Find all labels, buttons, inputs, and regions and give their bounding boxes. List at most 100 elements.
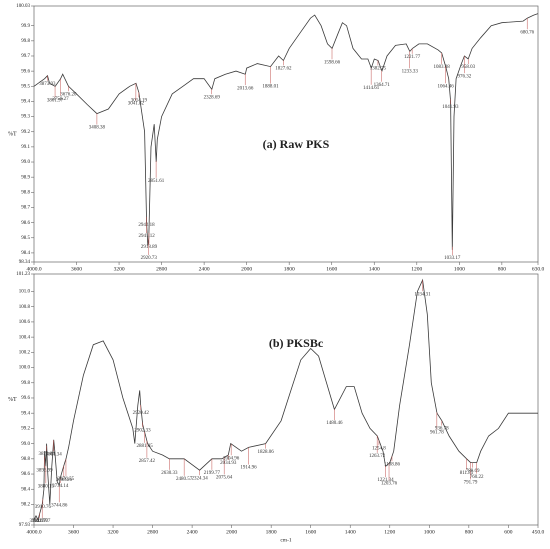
x-tick-label: 630.0 — [532, 266, 545, 272]
peak-label: 2630.33 — [161, 471, 178, 476]
peak-label: 1203.76 — [381, 481, 398, 486]
peak-label: 2920.73 — [141, 256, 158, 261]
x-tick-label: 2400 — [187, 529, 198, 535]
peak-label: 680.76 — [520, 30, 534, 35]
peak-label: 2324.34 — [191, 476, 208, 481]
x-tick-label: 1800 — [284, 266, 295, 272]
y-tick-label: 98.5 — [21, 236, 30, 241]
x-tick-label: 3600 — [71, 266, 82, 272]
x-tick-label: 2800 — [156, 266, 167, 272]
x-tick-label: 600 — [504, 529, 513, 535]
y-tick-label: 100.4 — [19, 335, 31, 340]
peak-label: 2480.57 — [176, 477, 193, 482]
x-tick-label: 1600 — [305, 529, 316, 535]
x-tick-label: 3200 — [114, 266, 125, 272]
y-tick-label: 99.2 — [21, 427, 30, 432]
y-tick-label: 99.4 — [21, 100, 30, 105]
y-tick-label: 98.6 — [21, 472, 30, 477]
peak-label: 2941.12 — [138, 234, 155, 239]
x-tick-label: 2800 — [147, 529, 158, 535]
peak-label: 2918.89 — [141, 245, 158, 250]
y-axis-label: %T — [8, 397, 17, 403]
peak-label: 1064.46 — [437, 84, 454, 89]
peak-label: 2199.77 — [204, 471, 221, 476]
peak-label: 3962.97 — [30, 519, 47, 524]
peak-label: 3734.14 — [52, 484, 69, 489]
x-tick-label: 1400 — [345, 529, 356, 535]
peak-label: 936.78 — [435, 427, 449, 432]
peak-label: 2004.96 — [223, 456, 240, 461]
peak-label: 2881.05 — [136, 444, 153, 449]
peak-label: 1414.61 — [363, 86, 380, 91]
panel-title: (b) PKSBc — [269, 336, 324, 350]
y-tick-label: 100.6 — [19, 320, 31, 325]
y-axis-label: %T — [8, 131, 17, 137]
y-tick-label: 99.8 — [21, 381, 30, 386]
y-tick-label: 98.34 — [19, 260, 31, 265]
y-tick-label: 99.9 — [21, 24, 30, 29]
peak-label: 1254.8 — [372, 446, 386, 451]
x-tick-label: 4000.0 — [26, 529, 41, 535]
y-tick-label: 99.6 — [21, 69, 30, 74]
y-tick-label: 100.8 — [19, 305, 31, 310]
peak-label: 1382.75 — [370, 67, 387, 72]
peak-label: 958.03 — [461, 65, 475, 70]
x-tick-label: 1400 — [369, 266, 380, 272]
peak-label: 3893.99 — [36, 469, 53, 474]
y-tick-label: 100.0 — [19, 366, 31, 371]
peak-label: 1041.93 — [442, 105, 459, 110]
x-tick-label: 800 — [498, 266, 507, 272]
y-tick-label: 99.5 — [21, 84, 30, 89]
peak-label: 3910.76 — [35, 505, 52, 510]
peak-label: 976.32 — [457, 74, 471, 79]
y-tick-label: 98.7 — [21, 206, 30, 211]
peak-label: 1221.77 — [404, 55, 421, 60]
y-tick-label: 99.6 — [21, 396, 30, 401]
peak-label: 1888.01 — [262, 85, 279, 90]
y-tick-label: 99.4 — [21, 411, 30, 416]
peak-label: 3698.26 — [56, 478, 73, 483]
peak-label: 3873.93 — [39, 82, 56, 87]
y-tick-label: 98.6 — [21, 221, 30, 226]
peak-label: 2902.33 — [134, 429, 151, 434]
peak-label: 1034.31 — [414, 292, 431, 297]
peak-label: 3014.19 — [131, 98, 148, 103]
peak-label: 3041.82 — [128, 101, 145, 106]
peak-label: 3872.04 — [39, 452, 56, 457]
y-tick-label: 98.4 — [21, 487, 30, 492]
peak-label: 760.22 — [470, 475, 484, 480]
x-tick-label: 2000 — [226, 529, 237, 535]
x-tick-label: 3200 — [108, 529, 119, 535]
x-tick-label: 1000 — [424, 529, 435, 535]
x-tick-label: 1200 — [411, 266, 422, 272]
peak-label: 3676.55 — [58, 477, 75, 482]
peak-label: 3880.15 — [38, 484, 55, 489]
peak-label: 1233.33 — [402, 69, 419, 74]
peak-label: 791.79 — [464, 481, 478, 486]
y-tick-label: 99.2 — [21, 130, 30, 135]
y-tick-label: 98.8 — [21, 190, 30, 195]
y-tick-label: 99.3 — [21, 115, 30, 120]
plot-frame — [33, 5, 539, 263]
y-tick-label: 101.23 — [16, 272, 30, 277]
x-tick-label: 800 — [465, 529, 474, 535]
x-tick-label: 3600 — [68, 529, 79, 535]
peak-label: 2075.64 — [216, 476, 233, 481]
y-tick-label: 99.8 — [21, 39, 30, 44]
y-tick-label: 99.7 — [21, 54, 30, 59]
y-tick-label: 98.9 — [21, 175, 30, 180]
peak-label: 2328.69 — [204, 95, 221, 100]
y-tick-label: 99.0 — [21, 160, 30, 165]
x-tick-label: 1800 — [266, 529, 277, 535]
x-tick-label: 2000 — [241, 266, 252, 272]
x-tick-label: 450.0 — [532, 529, 545, 535]
peak-label: 961.78 — [430, 431, 444, 436]
peak-label: 3917.07 — [34, 519, 51, 524]
panel-title: (a) Raw PKS — [263, 137, 330, 151]
y-tick-label: 100.2 — [19, 350, 31, 355]
peak-label: 3744.86 — [51, 503, 68, 508]
peak-label: 1188.86 — [384, 462, 401, 467]
x-tick-label: 2400 — [199, 266, 210, 272]
x-tick-label: 1600 — [326, 266, 337, 272]
